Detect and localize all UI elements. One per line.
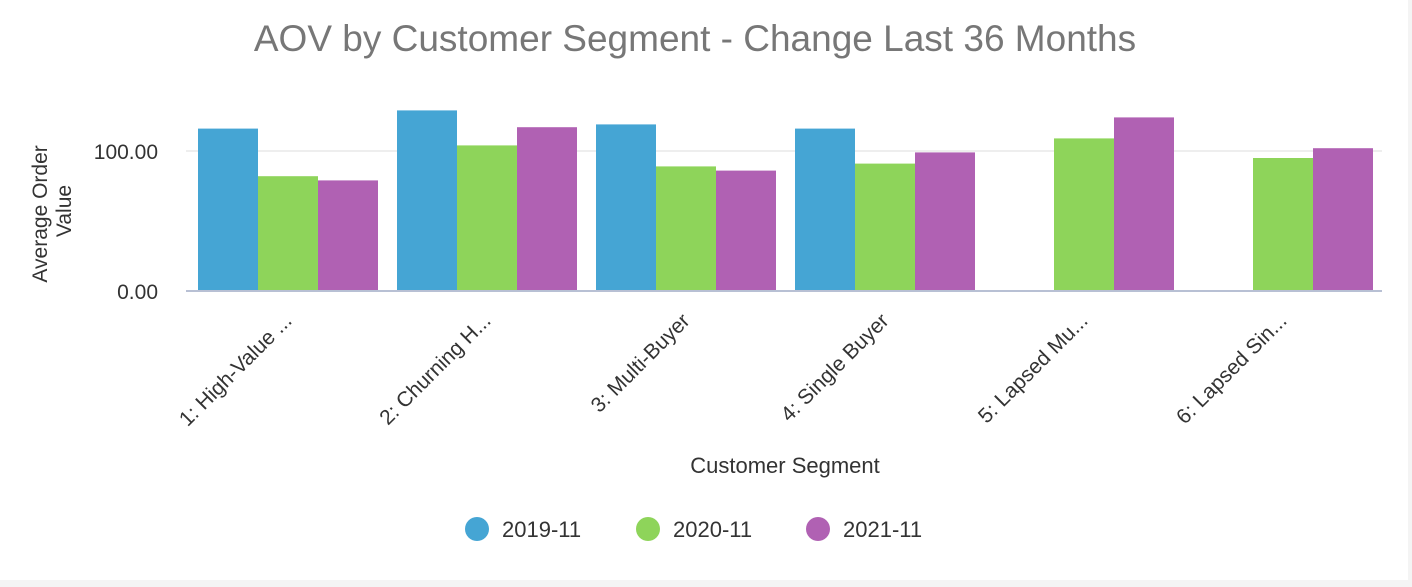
- bar-2019-11[interactable]: [596, 124, 656, 292]
- bar-2019-11[interactable]: [397, 110, 457, 292]
- legend-item[interactable]: 2021-11: [806, 517, 922, 542]
- legend-label: 2019-11: [502, 517, 581, 542]
- x-tick-label: 5: Lapsed Mu...: [974, 309, 1093, 428]
- y-axis-label-line-2: Value: [53, 185, 76, 237]
- legend-item[interactable]: 2020-11: [636, 517, 752, 542]
- bar-2019-11[interactable]: [198, 128, 258, 291]
- bar-2020-11[interactable]: [258, 176, 318, 291]
- chart-title: AOV by Customer Segment - Change Last 36…: [254, 18, 1136, 59]
- x-tick-label: 1: High-Value ...: [175, 309, 297, 431]
- y-axis-label-line-1: Average Order: [29, 145, 52, 282]
- x-axis-label: Customer Segment: [690, 453, 880, 478]
- x-tick-label: 3: Multi-Buyer: [587, 309, 695, 417]
- y-tick-label: 100.00: [94, 141, 158, 164]
- legend-swatch: [465, 517, 489, 541]
- bar-2019-11[interactable]: [795, 128, 855, 291]
- legend-swatch: [806, 517, 830, 541]
- bar-2020-11[interactable]: [457, 145, 517, 291]
- x-tick-label: 6: Lapsed Sin...: [1172, 309, 1291, 428]
- x-tick-label: 2: Churning H...: [375, 309, 495, 429]
- bar-2021-11[interactable]: [915, 152, 975, 291]
- y-axis-label: Average Order Value: [29, 139, 76, 282]
- bar-2020-11[interactable]: [855, 163, 915, 291]
- bar-2020-11[interactable]: [1253, 158, 1313, 291]
- bar-2021-11[interactable]: [1114, 117, 1174, 292]
- bar-2021-11[interactable]: [716, 170, 776, 291]
- bar-2021-11[interactable]: [1313, 148, 1373, 291]
- x-tick-label: 4: Single Buyer: [777, 309, 894, 426]
- bar-2021-11[interactable]: [318, 180, 378, 291]
- bar-2021-11[interactable]: [517, 127, 577, 291]
- bar-2020-11[interactable]: [656, 166, 716, 291]
- legend-swatch: [636, 517, 660, 541]
- y-axis-ticks: 0.00 100.00: [94, 141, 158, 304]
- legend-label: 2021-11: [843, 517, 922, 542]
- legend-label: 2020-11: [673, 517, 752, 542]
- legend-item[interactable]: 2019-11: [465, 517, 581, 542]
- x-axis-ticks: 1: High-Value ... 2: Churning H... 3: Mult…: [175, 309, 1292, 431]
- bars-layer: [198, 110, 1373, 292]
- bar-2020-11[interactable]: [1054, 138, 1114, 291]
- legend: 2019-11 2020-11 2021-11: [465, 517, 922, 542]
- y-tick-label: 0.00: [117, 281, 158, 304]
